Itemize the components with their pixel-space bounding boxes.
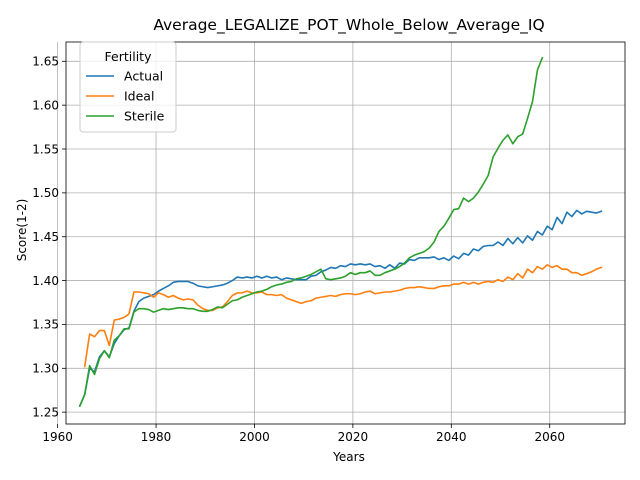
y-axis-label: Score(1-2) <box>15 199 29 262</box>
y-tick-label: 1.30 <box>32 362 59 376</box>
y-tick-label: 1.65 <box>32 55 59 69</box>
x-tick-label: 1960 <box>42 430 73 444</box>
y-tick-label: 1.50 <box>32 186 59 200</box>
legend-label-ideal: Ideal <box>124 89 154 104</box>
series-lines <box>78 56 603 408</box>
y-tick-label: 1.40 <box>32 274 59 288</box>
series-line-ideal <box>83 263 603 368</box>
y-tick-label: 1.35 <box>32 318 59 332</box>
legend-label-actual: Actual <box>124 69 163 84</box>
legend-label-sterile: Sterile <box>124 109 165 124</box>
x-axis: 1960 1980 2000 2020 2040 2060 <box>42 424 565 444</box>
series-line-actual <box>78 209 603 408</box>
x-tick-label: 2040 <box>436 430 467 444</box>
x-tick-label: 2000 <box>239 430 270 444</box>
legend-box <box>79 41 177 133</box>
chart-title: Average_LEGALIZE_POT_Whole_Below_Average… <box>153 16 544 35</box>
x-axis-label: Years <box>332 450 365 464</box>
y-tick-label: 1.45 <box>32 230 59 244</box>
series-line-sterile <box>78 56 544 408</box>
y-axis: 1.25 1.30 1.35 1.40 1.45 1.50 1.55 1.60 1.65 <box>32 55 66 419</box>
x-tick-label: 2060 <box>534 430 565 444</box>
x-tick-label: 1980 <box>141 430 172 444</box>
legend: Fertility Actual Ideal Sterile <box>79 41 177 133</box>
y-tick-label: 1.60 <box>32 98 59 112</box>
plot-frame <box>65 41 626 425</box>
y-tick-label: 1.55 <box>32 142 59 156</box>
legend-title: Fertility <box>105 49 153 64</box>
y-tick-label: 1.25 <box>32 405 59 419</box>
x-tick-label: 2020 <box>338 430 369 444</box>
